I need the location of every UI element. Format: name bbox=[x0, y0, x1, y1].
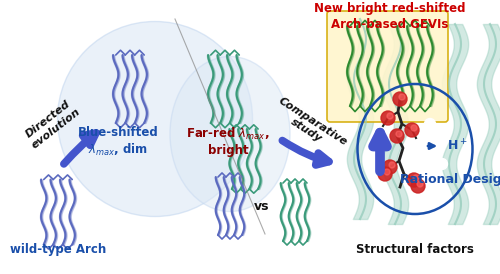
Text: Blue-shifted
$\lambda_{max}$, dim: Blue-shifted $\lambda_{max}$, dim bbox=[78, 126, 158, 158]
Circle shape bbox=[436, 158, 448, 170]
FancyBboxPatch shape bbox=[327, 11, 448, 122]
Circle shape bbox=[381, 111, 395, 125]
Text: H$^+$: H$^+$ bbox=[447, 138, 468, 154]
Circle shape bbox=[432, 138, 444, 150]
Text: Far-red $\lambda_{max}$,
bright: Far-red $\lambda_{max}$, bright bbox=[186, 126, 270, 157]
Circle shape bbox=[399, 94, 405, 100]
Ellipse shape bbox=[170, 56, 290, 212]
Text: Directed
evolution: Directed evolution bbox=[22, 97, 82, 151]
Circle shape bbox=[428, 173, 438, 184]
Circle shape bbox=[417, 181, 423, 187]
Circle shape bbox=[387, 113, 393, 119]
Circle shape bbox=[411, 179, 425, 193]
Text: Structural factors: Structural factors bbox=[356, 243, 474, 256]
Circle shape bbox=[420, 150, 430, 161]
Circle shape bbox=[413, 175, 419, 181]
Circle shape bbox=[390, 129, 404, 143]
Text: New bright red-shifted
Arch-based GEVIs: New bright red-shifted Arch-based GEVIs bbox=[314, 2, 466, 31]
Circle shape bbox=[424, 118, 436, 130]
Circle shape bbox=[405, 123, 419, 137]
Circle shape bbox=[389, 162, 395, 168]
Circle shape bbox=[411, 125, 417, 131]
Text: vs: vs bbox=[254, 199, 270, 213]
Circle shape bbox=[384, 169, 390, 175]
Circle shape bbox=[393, 92, 407, 106]
Circle shape bbox=[383, 160, 397, 174]
Circle shape bbox=[407, 173, 421, 187]
Text: wild-type Arch: wild-type Arch bbox=[10, 243, 106, 256]
Text: Rational Design: Rational Design bbox=[400, 173, 500, 185]
Ellipse shape bbox=[58, 21, 252, 216]
Circle shape bbox=[396, 131, 402, 137]
Circle shape bbox=[378, 167, 392, 181]
Text: Comparative
study: Comparative study bbox=[270, 95, 349, 157]
